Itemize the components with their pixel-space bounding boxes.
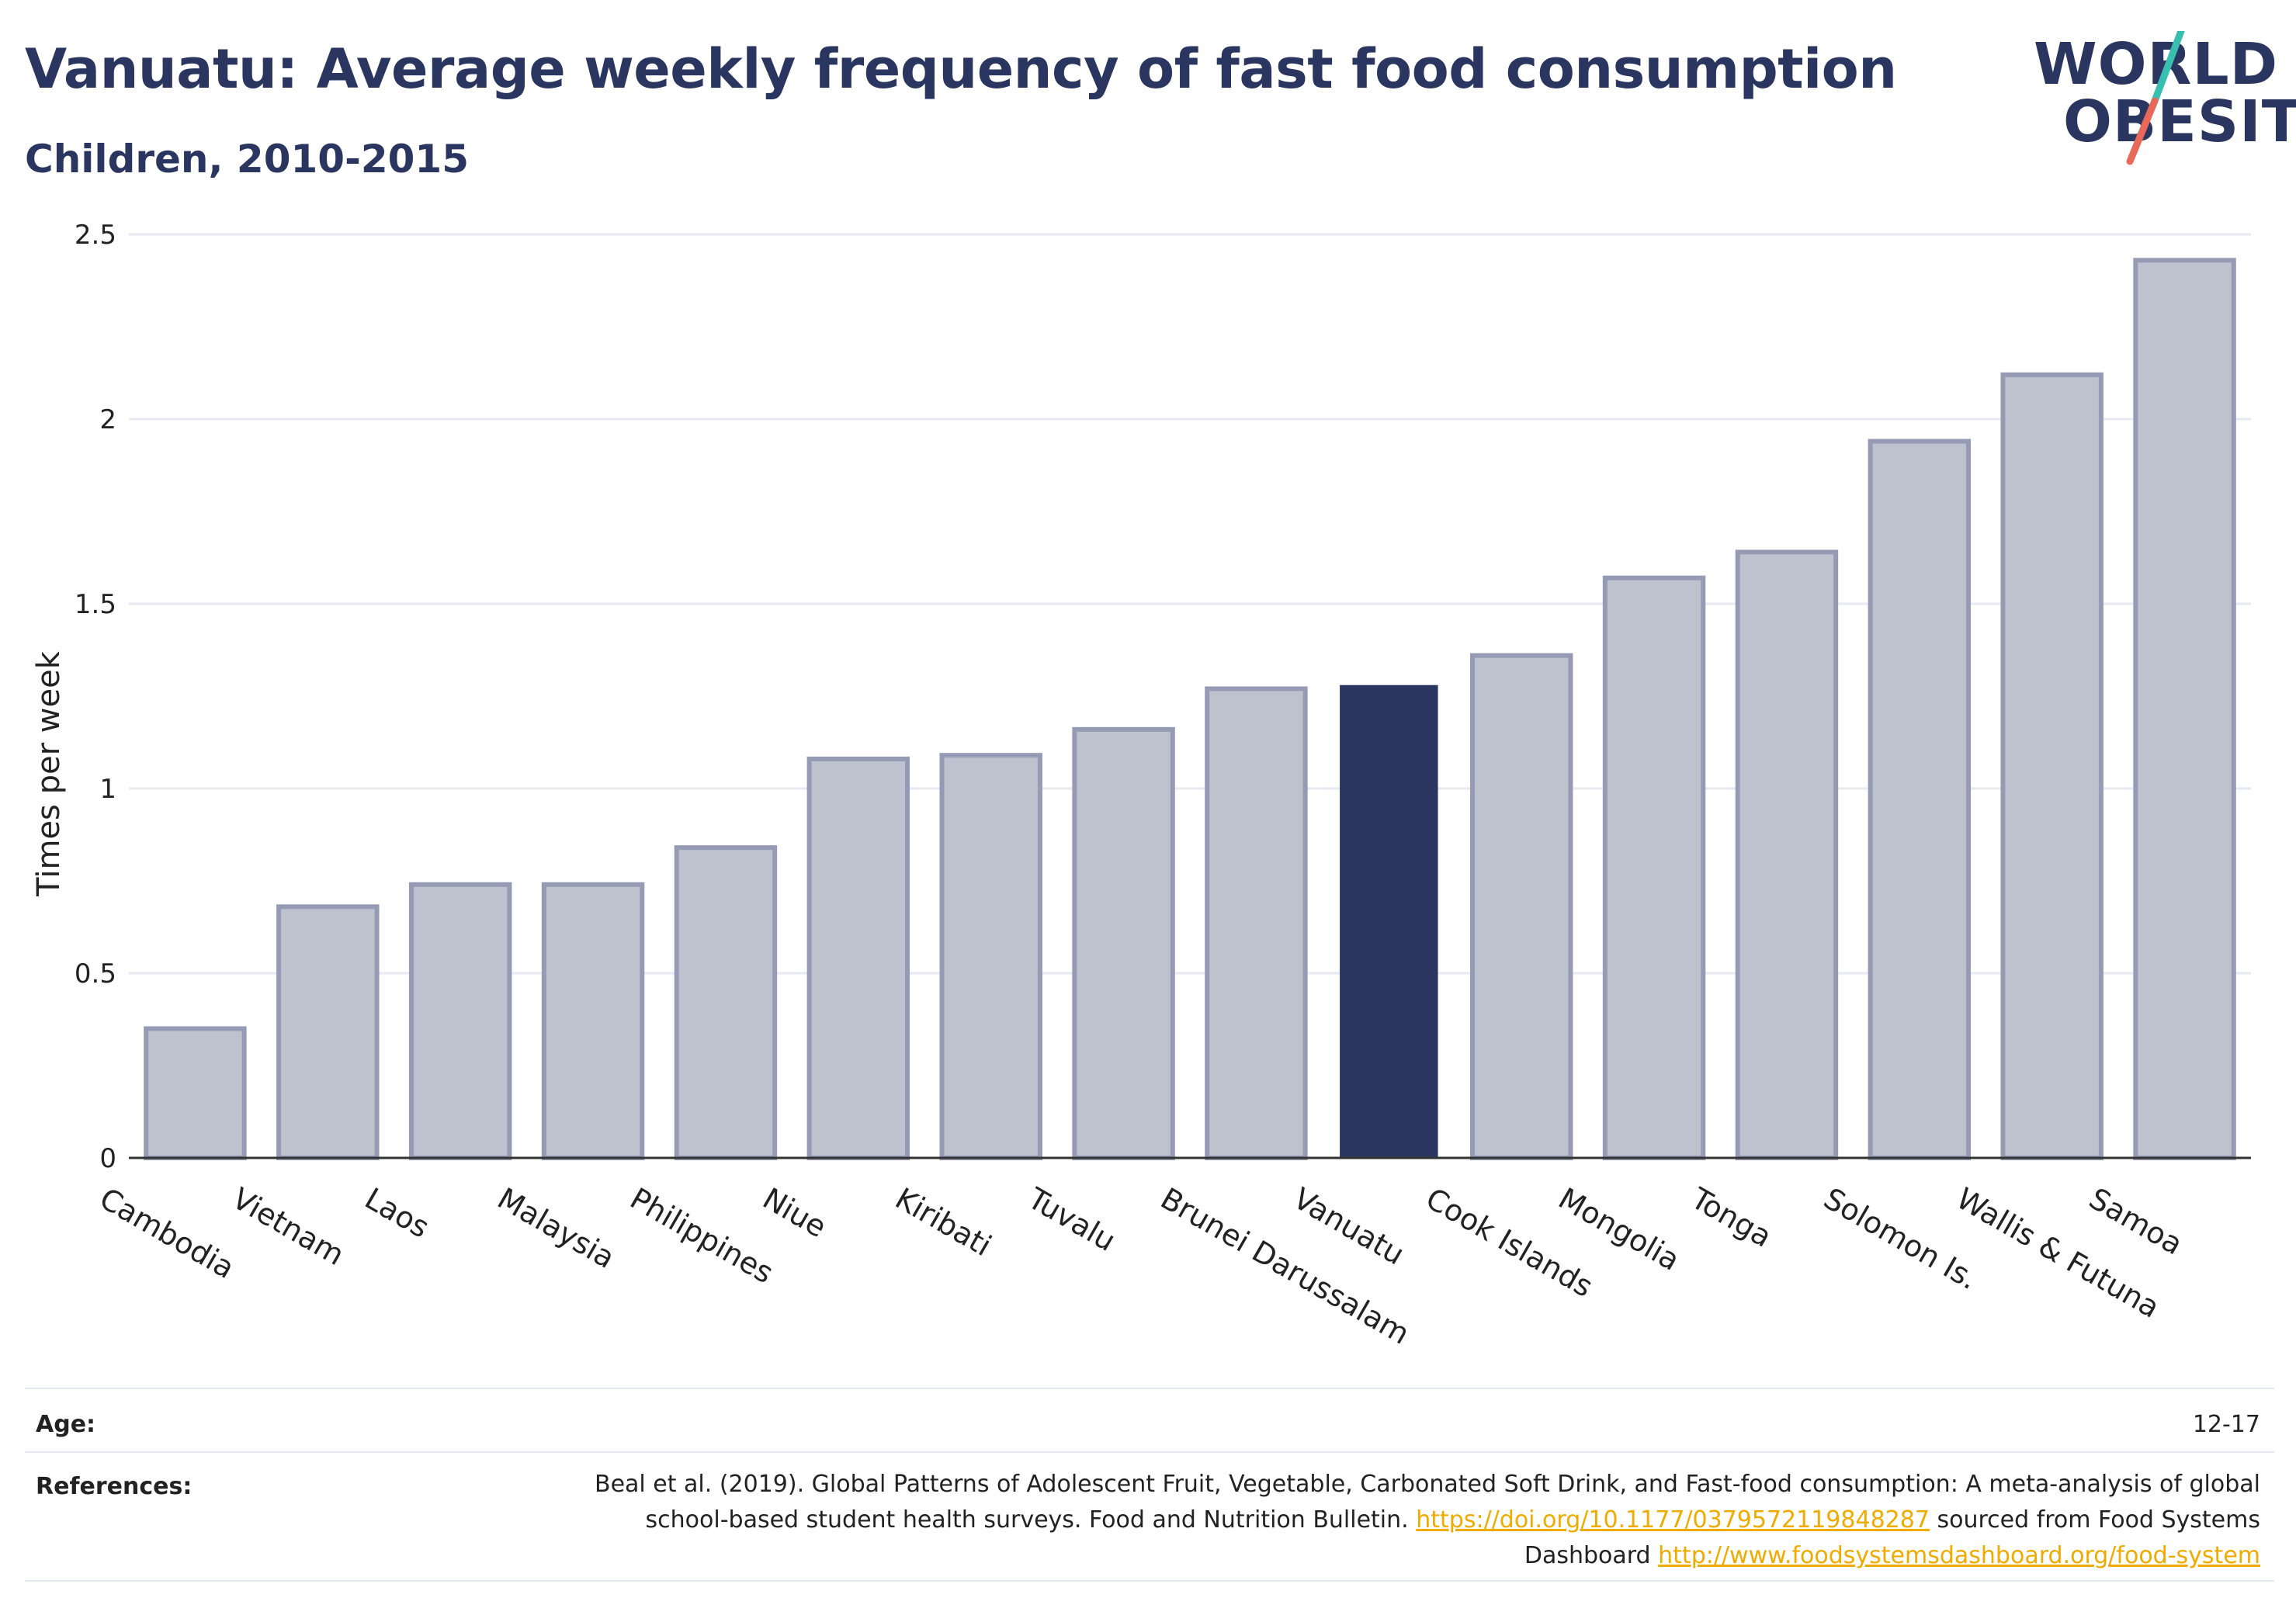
age-value: 12-17 xyxy=(2192,1411,2260,1438)
bar-malaysia xyxy=(541,882,645,1160)
x-tick-label: Niue xyxy=(757,1181,832,1244)
chart-title: Vanuatu: Average weekly frequency of fas… xyxy=(25,37,1897,101)
y-tick-label: 2 xyxy=(99,404,116,435)
divider xyxy=(25,1451,2274,1453)
bar-solomon-is xyxy=(1868,438,1972,1160)
y-tick-label: 1.5 xyxy=(75,589,116,620)
bar-wallis-futuna xyxy=(2000,372,2104,1160)
bars xyxy=(144,258,2236,1161)
bar-cambodia xyxy=(144,1026,247,1161)
logo-line-2: OBESITY xyxy=(2063,88,2296,155)
references-text: Beal et al. (2019). Global Patterns of A… xyxy=(553,1467,2260,1574)
reference-source: sourced from Food Systems Dashboard xyxy=(1524,1506,2260,1569)
divider xyxy=(25,1580,2274,1582)
x-tick-label: Vietnam xyxy=(227,1181,350,1272)
age-label: Age: xyxy=(36,1411,96,1438)
y-tick-label: 0.5 xyxy=(75,958,116,989)
bar-mongolia xyxy=(1602,575,1706,1160)
bar-tuvalu xyxy=(1072,726,1175,1160)
doi-link[interactable]: https://doi.org/10.1177/0379572119848287 xyxy=(1416,1506,1930,1534)
x-tick-label: Tuvalu xyxy=(1021,1180,1121,1258)
bar-philippines xyxy=(674,845,778,1160)
chart-subtitle: Children, 2010-2015 xyxy=(25,137,469,182)
bar-tonga xyxy=(1735,549,1839,1160)
y-axis-ticks: 0 0.5 1 1.5 2 2.5 xyxy=(75,220,116,1174)
bar-vanuatu xyxy=(1340,684,1438,1158)
bar-laos xyxy=(408,882,512,1160)
logo-slash-icon xyxy=(2126,31,2185,165)
bar-brunei-darussalam xyxy=(1205,686,1308,1160)
reference-citation: Beal et al. (2019). Global Patterns of A… xyxy=(594,1471,2260,1534)
bar-samoa xyxy=(2133,258,2236,1161)
x-tick-label: Tonga xyxy=(1685,1180,1777,1253)
world-obesity-logo: WORLD OBESITY xyxy=(2024,31,2296,171)
food-systems-dashboard-link[interactable]: http://www.foodsystemsdashboard.org/food… xyxy=(1658,1542,2260,1569)
x-tick-label: Malaysia xyxy=(492,1181,621,1275)
references-label: References: xyxy=(36,1473,192,1500)
y-tick-label: 2.5 xyxy=(75,220,116,251)
bar-cook-islands xyxy=(1469,653,1573,1160)
y-tick-label: 1 xyxy=(99,774,116,805)
x-tick-label: Samoa xyxy=(2083,1181,2188,1262)
x-tick-label: Laos xyxy=(359,1181,435,1245)
x-tick-label: Brunei Darussalam xyxy=(1155,1181,1415,1350)
bar-kiribati xyxy=(939,753,1042,1160)
logo-line-1: WORLD xyxy=(2034,31,2279,98)
divider xyxy=(25,1388,2274,1389)
x-tick-label: Kiribati xyxy=(890,1181,997,1263)
x-tick-label: Cambodia xyxy=(94,1181,240,1285)
y-axis-title: Times per week xyxy=(31,650,67,897)
x-tick-label: Philippines xyxy=(624,1181,779,1290)
y-tick-label: 0 xyxy=(99,1143,116,1174)
bar-niue xyxy=(806,756,910,1160)
bar-vietnam xyxy=(276,904,380,1160)
